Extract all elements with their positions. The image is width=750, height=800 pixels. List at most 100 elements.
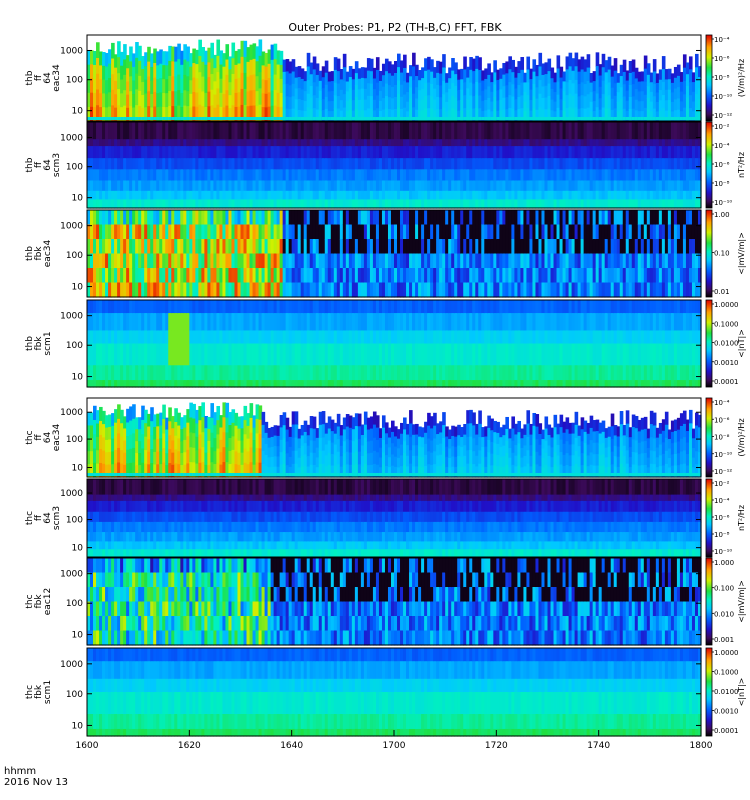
- spectrogram-cell: [406, 146, 410, 159]
- spectrogram-cell: [300, 282, 305, 298]
- spectrogram-cell: [403, 94, 407, 109]
- spectrogram-cell: [225, 146, 230, 159]
- spectrogram-cell: [442, 239, 446, 255]
- spectrogram-cell: [637, 101, 642, 112]
- spectrogram-cell: [192, 239, 196, 255]
- spectrogram-cell: [342, 199, 347, 209]
- spectrogram-cell: [643, 122, 648, 140]
- spectrogram-cell: [105, 139, 109, 147]
- spectrogram-cell: [526, 169, 531, 182]
- spectrogram-cell: [189, 224, 193, 240]
- spectrogram-cell: [108, 92, 112, 108]
- spectrogram-cell: [150, 122, 154, 140]
- spectrogram-cell: [192, 169, 196, 182]
- spectrogram-cell: [120, 79, 124, 94]
- spectrogram-cell: [333, 268, 338, 284]
- spectrogram-cell: [460, 268, 464, 284]
- spectrogram-cell: [291, 190, 296, 200]
- spectrogram-cell: [348, 66, 353, 78]
- spectrogram-cell: [171, 190, 175, 200]
- spectrogram-cell: [99, 330, 103, 345]
- spectrogram-cell: [649, 72, 654, 83]
- spectrogram-cell: [360, 77, 365, 90]
- spectrogram-cell: [478, 210, 482, 226]
- spectrogram-cell: [111, 343, 115, 366]
- spectrogram-cell: [454, 85, 458, 99]
- spectrogram-cell: [403, 117, 407, 120]
- spectrogram-cell: [390, 268, 395, 284]
- spectrogram-cell: [451, 146, 455, 159]
- spectrogram-cell: [231, 73, 236, 91]
- spectrogram-cell: [634, 190, 639, 200]
- spectrogram-cell: [303, 224, 308, 240]
- spectrogram-cell: [694, 94, 699, 109]
- spectrogram-cell: [348, 199, 353, 209]
- spectrogram-cell: [186, 61, 190, 77]
- spectrogram-cell: [646, 190, 651, 200]
- spectrogram-cell: [153, 122, 157, 140]
- spectrogram-cell: [249, 105, 254, 122]
- spectrogram-cell: [577, 282, 582, 298]
- spectrogram-cell: [249, 169, 254, 182]
- spectrogram-cell: [156, 79, 160, 94]
- spectrogram-cell: [99, 180, 103, 192]
- spectrogram-cell: [559, 268, 564, 284]
- spectrogram-cell: [258, 39, 263, 57]
- spectrogram-cell: [291, 122, 296, 140]
- spectrogram-cell: [99, 169, 103, 182]
- spectrogram-cell: [508, 139, 512, 147]
- spectrogram-cell: [330, 190, 335, 200]
- spectrogram-cell: [472, 169, 476, 182]
- spectrogram-cell: [165, 239, 169, 255]
- spectrogram-cell: [688, 239, 693, 255]
- spectrogram-cell: [580, 158, 585, 170]
- spectrogram-cell: [478, 57, 482, 71]
- spectrogram-cell: [225, 190, 230, 200]
- spectrogram-cell: [457, 90, 461, 101]
- spectrogram-cell: [159, 239, 163, 255]
- spectrogram-cell: [550, 110, 555, 122]
- spectrogram-cell: [553, 117, 558, 120]
- spectrogram-cell: [249, 210, 254, 226]
- spectrogram-cell: [436, 180, 440, 192]
- spectrogram-cell: [294, 146, 299, 159]
- spectrogram-cell: [306, 268, 311, 284]
- spectrogram-cell: [445, 92, 449, 103]
- spectrogram-cell: [147, 117, 151, 120]
- spectrogram-cell: [105, 93, 109, 108]
- spectrogram-cell: [412, 224, 416, 240]
- spectrogram-cell: [694, 169, 699, 182]
- spectrogram-cell: [457, 199, 461, 209]
- spectrogram-cell: [189, 180, 193, 192]
- spectrogram-cell: [439, 253, 443, 269]
- spectrogram-cell: [502, 282, 506, 298]
- spectrogram-cell: [421, 268, 425, 284]
- spectrogram-cell: [390, 282, 395, 298]
- spectrogram-cell: [348, 99, 353, 111]
- spectrogram-cell: [682, 139, 687, 147]
- spectrogram-cell: [664, 239, 669, 255]
- spectrogram-cell: [613, 224, 618, 240]
- spectrogram-cell: [451, 199, 455, 209]
- spectrogram-cell: [649, 101, 654, 112]
- spectrogram-cell: [321, 158, 326, 170]
- spectrogram-cell: [207, 117, 211, 120]
- spectrogram-cell: [670, 117, 675, 120]
- spectrogram-cell: [547, 117, 552, 120]
- spectrogram-cell: [294, 199, 299, 209]
- spectrogram-cell: [559, 169, 564, 182]
- spectrogram-cell: [523, 239, 528, 255]
- spectrogram-cell: [469, 210, 473, 226]
- spectrogram-cell: [430, 180, 434, 192]
- spectrogram-cell: [174, 199, 178, 209]
- spectrogram-cell: [433, 88, 437, 101]
- spectrogram-cell: [553, 199, 558, 209]
- spectrogram-cell: [276, 139, 281, 147]
- spectrogram-cell: [514, 146, 518, 159]
- spectrogram-cell: [412, 169, 416, 182]
- spectrogram-cell: [114, 380, 118, 388]
- colorbar-tick-label: 0.01: [714, 288, 730, 296]
- spectrogram-cell: [463, 169, 467, 182]
- spectrogram-cell: [378, 100, 383, 112]
- spectrogram-cell: [222, 180, 227, 192]
